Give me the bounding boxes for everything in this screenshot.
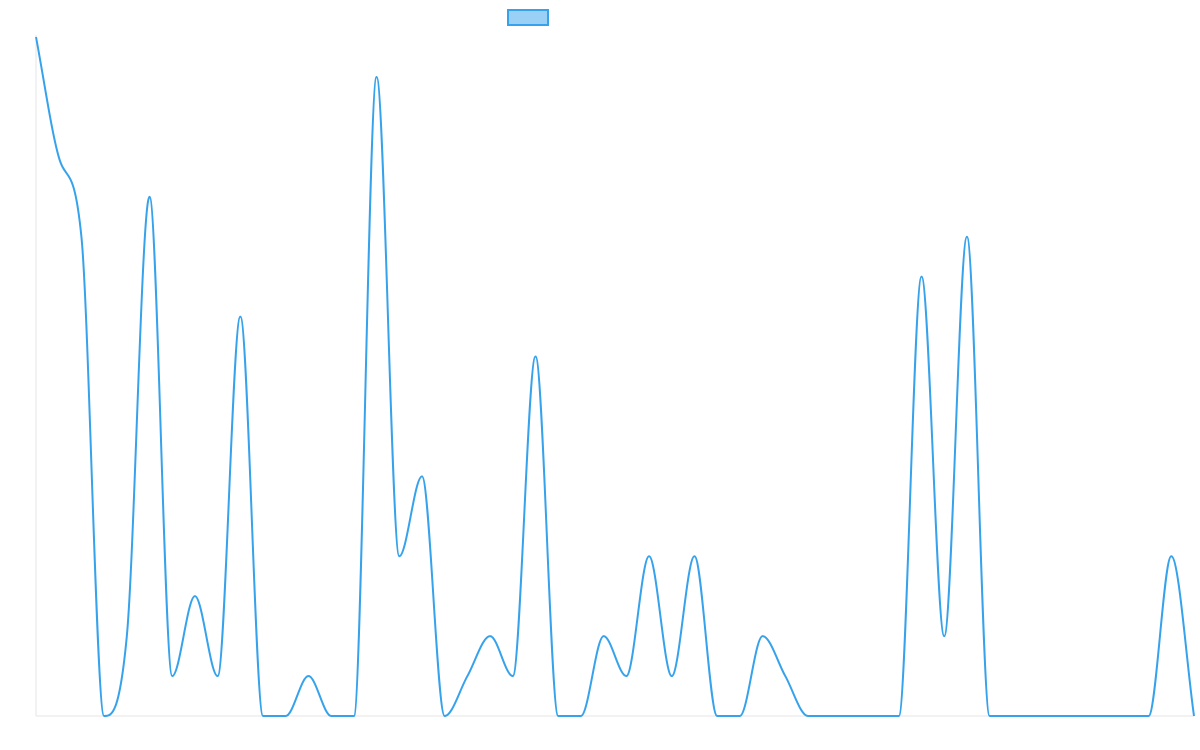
- data-point[interactable]: [214, 672, 222, 680]
- data-point[interactable]: [1054, 712, 1062, 720]
- data-point[interactable]: [373, 73, 381, 81]
- data-point[interactable]: [827, 712, 835, 720]
- data-point[interactable]: [304, 672, 312, 680]
- data-point[interactable]: [1122, 712, 1130, 720]
- data-point[interactable]: [895, 712, 903, 720]
- data-point[interactable]: [1145, 712, 1153, 720]
- data-point[interactable]: [1031, 712, 1039, 720]
- data-point[interactable]: [849, 712, 857, 720]
- data-point[interactable]: [77, 233, 85, 241]
- data-point[interactable]: [600, 632, 608, 640]
- data-point[interactable]: [781, 672, 789, 680]
- legend-swatch[interactable]: [507, 9, 549, 26]
- data-point[interactable]: [668, 672, 676, 680]
- data-point[interactable]: [1008, 712, 1016, 720]
- data-point[interactable]: [554, 712, 562, 720]
- data-point[interactable]: [146, 193, 154, 201]
- data-point[interactable]: [804, 712, 812, 720]
- data-point[interactable]: [759, 632, 767, 640]
- data-point[interactable]: [418, 472, 426, 480]
- data-point[interactable]: [532, 353, 540, 361]
- data-point[interactable]: [259, 712, 267, 720]
- chart-axes: [35, 35, 1194, 717]
- data-point[interactable]: [282, 712, 290, 720]
- series-layer: [32, 33, 1198, 720]
- data-point[interactable]: [986, 712, 994, 720]
- data-point[interactable]: [463, 672, 471, 680]
- data-point[interactable]: [690, 552, 698, 560]
- data-point[interactable]: [963, 233, 971, 241]
- data-point[interactable]: [509, 672, 517, 680]
- data-point[interactable]: [1190, 712, 1198, 720]
- data-point[interactable]: [1099, 712, 1107, 720]
- data-point[interactable]: [1167, 552, 1175, 560]
- legend[interactable]: [507, 9, 549, 26]
- data-point[interactable]: [940, 632, 948, 640]
- data-point[interactable]: [736, 712, 744, 720]
- data-point[interactable]: [32, 33, 40, 41]
- data-point[interactable]: [395, 552, 403, 560]
- data-point[interactable]: [168, 672, 176, 680]
- data-point[interactable]: [577, 712, 585, 720]
- data-point[interactable]: [100, 712, 108, 720]
- data-point[interactable]: [622, 672, 630, 680]
- data-point[interactable]: [918, 273, 926, 281]
- data-point[interactable]: [486, 632, 494, 640]
- data-point[interactable]: [350, 712, 358, 720]
- data-point[interactable]: [191, 592, 199, 600]
- data-point[interactable]: [55, 153, 63, 161]
- data-point[interactable]: [327, 712, 335, 720]
- data-point[interactable]: [872, 712, 880, 720]
- data-point[interactable]: [123, 632, 131, 640]
- data-point[interactable]: [1076, 712, 1084, 720]
- data-point[interactable]: [713, 712, 721, 720]
- data-point[interactable]: [441, 712, 449, 720]
- data-point[interactable]: [645, 552, 653, 560]
- series-line: [35, 36, 1195, 717]
- data-point[interactable]: [236, 313, 244, 321]
